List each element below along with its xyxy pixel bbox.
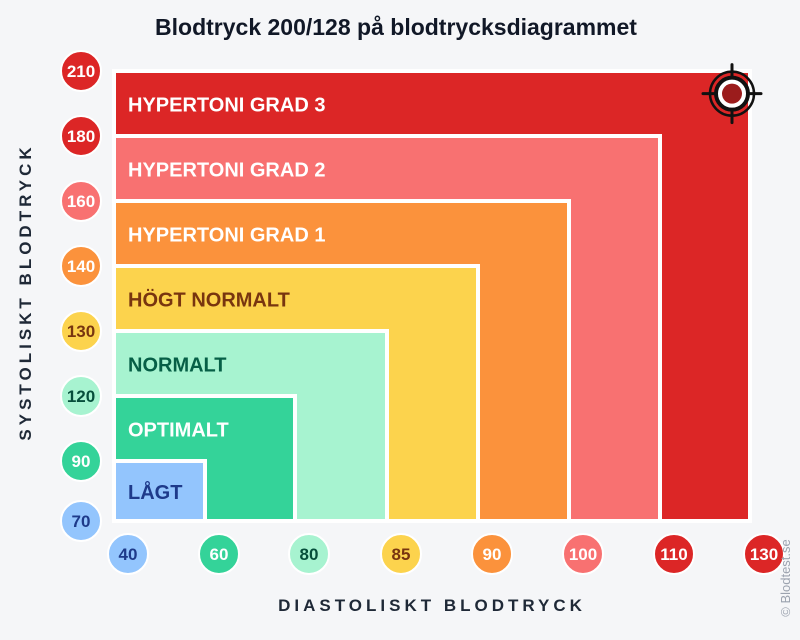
y-tick-label: 130 xyxy=(67,322,95,341)
y-tick-label: 140 xyxy=(67,257,95,276)
zone-label: HYPERTONI GRAD 3 xyxy=(128,95,325,117)
y-tick-badge xyxy=(60,375,102,417)
x-tick-badge xyxy=(288,533,330,575)
x-tick-label: 130 xyxy=(750,545,778,564)
reading-marker xyxy=(701,63,763,125)
x-tick-label: 40 xyxy=(119,545,138,564)
zone-label: OPTIMALT xyxy=(128,420,229,442)
zone-label: HYPERTONI GRAD 1 xyxy=(128,225,325,247)
y-tick-badge xyxy=(60,180,102,222)
y-tick-badge xyxy=(60,50,102,92)
x-tick-badge xyxy=(562,533,604,575)
y-tick-label: 210 xyxy=(67,62,95,81)
y-tick-badge xyxy=(60,500,102,542)
zone-label: NORMALT xyxy=(128,355,227,377)
y-tick-label: 180 xyxy=(67,127,95,146)
y-tick-badge xyxy=(60,245,102,287)
marker-dot xyxy=(722,83,742,104)
x-tick-label: 90 xyxy=(483,545,502,564)
x-tick-badge xyxy=(471,533,513,575)
x-tick-label: 60 xyxy=(210,545,229,564)
x-tick-badge xyxy=(743,533,785,575)
y-tick-label: 160 xyxy=(67,192,95,211)
category-zones: HYPERTONI GRAD 3 HYPERTONI GRAD 2 HYPERTON… xyxy=(112,69,752,523)
y-tick-label: 70 xyxy=(72,512,91,531)
y-tick-label: 120 xyxy=(67,387,95,406)
zone-label: LÅGT xyxy=(128,480,182,504)
y-tick-badge xyxy=(60,310,102,352)
x-axis-ticks: 40 60 80 85 90 100 110 130 xyxy=(107,533,785,575)
y-tick-badge xyxy=(60,440,102,482)
y-tick-badge xyxy=(60,115,102,157)
x-tick-badge xyxy=(653,533,695,575)
chart-title: Blodtryck 200/128 på blodtrycksdiagramme… xyxy=(155,14,637,40)
zone-label: HÖGT NORMALT xyxy=(128,289,290,312)
y-tick-label: 90 xyxy=(72,452,91,471)
y-axis-ticks: 70 90 120 130 140 160 180 210 xyxy=(60,50,102,542)
zone-lagt xyxy=(112,459,207,523)
x-tick-label: 110 xyxy=(660,545,687,564)
x-tick-badge xyxy=(198,533,240,575)
x-tick-label: 80 xyxy=(300,545,319,564)
y-axis-label: SYSTOLISKT BLODTRYCK xyxy=(16,143,35,440)
x-tick-label: 100 xyxy=(569,545,597,564)
x-axis-label: DIASTOLISKT BLODTRYCK xyxy=(278,596,586,615)
x-tick-badge xyxy=(107,533,149,575)
x-tick-label: 85 xyxy=(392,545,411,564)
zone-label: HYPERTONI GRAD 2 xyxy=(128,160,325,182)
x-tick-badge xyxy=(380,533,422,575)
credit-text: © Blodtest.se xyxy=(778,539,793,617)
